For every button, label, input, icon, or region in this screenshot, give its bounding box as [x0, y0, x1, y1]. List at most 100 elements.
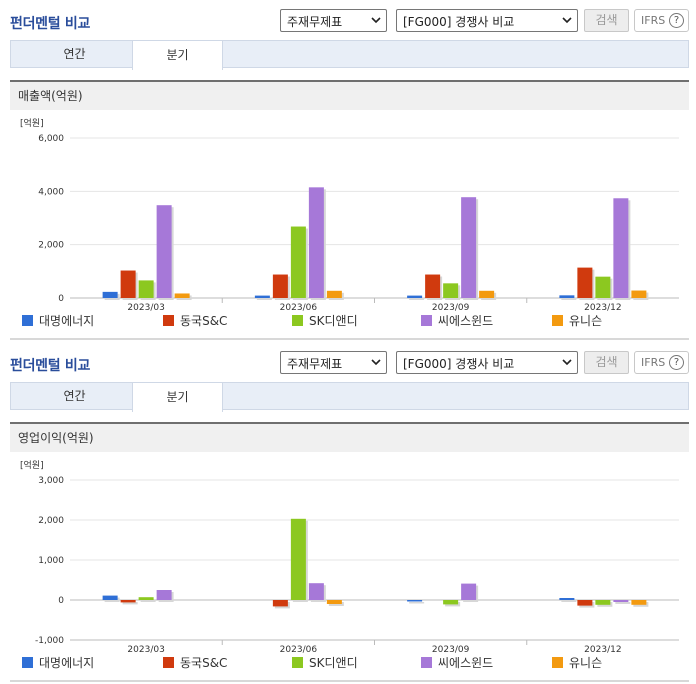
bar-씨에스윈드[interactable] [613, 600, 629, 602]
x-tick-label: 2023/12 [584, 645, 621, 654]
tab-annual[interactable]: 연간 [63, 47, 86, 61]
bar-씨에스윈드[interactable] [461, 583, 477, 600]
bar-씨에스윈드[interactable] [156, 205, 172, 298]
bar-유니슨[interactable] [174, 293, 190, 298]
bar-동국S&C[interactable] [120, 600, 136, 603]
legend-item[interactable]: 대명에너지 [22, 654, 94, 671]
y-unit-label: [억원] [20, 117, 44, 129]
peer-group-select[interactable]: [FG000] 경쟁사 비교 [396, 351, 578, 374]
legend-swatch [421, 657, 432, 668]
tab-annual[interactable]: 연간 [63, 389, 86, 403]
legend-label: SK디앤디 [309, 314, 358, 328]
ifrs-label: IFRS [641, 356, 666, 369]
legend-label: 대명에너지 [39, 656, 95, 670]
legend-item[interactable]: 유니슨 [552, 312, 602, 329]
bar-SK디앤디[interactable] [138, 280, 154, 298]
x-tick-label: 2023/03 [127, 645, 164, 654]
bar-씨에스윈드[interactable] [156, 590, 172, 600]
ifrs-help-button[interactable]: IFRS ? [634, 9, 689, 32]
bar-동국S&C[interactable] [577, 267, 593, 298]
bar-SK디앤디[interactable] [138, 597, 154, 600]
bar-동국S&C[interactable] [120, 270, 136, 298]
legend-swatch [421, 315, 432, 326]
chevron-down-icon [562, 17, 572, 24]
y-tick-label: 4,000 [38, 187, 64, 197]
chevron-down-icon [371, 359, 381, 366]
x-tick-label: 2023/09 [432, 303, 470, 312]
bar-동국S&C[interactable] [577, 600, 593, 606]
bar-동국S&C[interactable] [425, 274, 441, 298]
bar-대명에너지[interactable] [559, 598, 575, 600]
peer-group-select[interactable]: [FG000] 경쟁사 비교 [396, 9, 578, 32]
legend-swatch [552, 315, 563, 326]
bar-대명에너지[interactable] [559, 295, 575, 298]
legend-label: 대명에너지 [39, 314, 95, 328]
bar-씨에스윈드[interactable] [308, 583, 324, 600]
bar-SK디앤디[interactable] [290, 226, 306, 298]
legend-item[interactable]: SK디앤디 [292, 654, 358, 671]
chart-svg: [억원] -1,000 0 1,000 2,000 3,000 2023/03 2023/06… [20, 459, 679, 654]
legend-swatch [552, 657, 563, 668]
chart-svg: [억원] 0 2,000 4,000 6,000 2023/03 2023/06 2023/0… [20, 117, 679, 312]
legend-label: 동국S&C [180, 656, 228, 670]
legend-label: 유니슨 [569, 314, 603, 328]
legend-swatch [163, 657, 174, 668]
section-title: 펀더멘털 비교 [10, 16, 91, 32]
ifrs-help-button[interactable]: IFRS ? [634, 351, 689, 374]
bar-씨에스윈드[interactable] [613, 198, 629, 298]
bar-대명에너지[interactable] [102, 595, 118, 600]
legend-item[interactable]: 동국S&C [163, 654, 227, 671]
statement-type-select[interactable]: 주재무제표 [280, 9, 387, 32]
statement-type-select[interactable]: 주재무제표 [280, 351, 387, 374]
bar-유니슨[interactable] [326, 290, 342, 298]
legend-item[interactable]: 유니슨 [552, 654, 602, 671]
y-tick-label: 6,000 [38, 134, 64, 144]
legend-item[interactable]: 동국S&C [163, 312, 227, 329]
chart-panel-title: 매출액(억원) [10, 80, 689, 110]
bar-SK디앤디[interactable] [443, 600, 459, 605]
legend-item[interactable]: 대명에너지 [22, 312, 94, 329]
search-button[interactable]: 검색 [584, 9, 629, 32]
bar-동국S&C[interactable] [272, 600, 288, 607]
legend-label: 동국S&C [180, 314, 228, 328]
statement-type-select-value: 주재무제표 [287, 357, 343, 371]
bar-유니슨[interactable] [326, 600, 342, 604]
operating-profit-bar-chart: [억원] -1,000 0 1,000 2,000 3,000 2023/03 2023/06… [10, 454, 689, 680]
divider [10, 680, 689, 682]
bar-유니슨[interactable] [631, 600, 647, 605]
y-tick-label: 2,000 [38, 516, 64, 526]
peer-group-select-value: [FG000] 경쟁사 비교 [403, 357, 515, 371]
legend-item[interactable]: SK디앤디 [292, 312, 358, 329]
bar-씨에스윈드[interactable] [461, 197, 477, 298]
tab-quarterly[interactable]: 분기 [132, 40, 223, 70]
fundamental-compare-section-revenue: 펀더멘털 비교 주재무제표 [FG000] 경쟁사 비교 검색 IFRS ? 연… [10, 9, 689, 340]
bar-SK디앤디[interactable] [595, 276, 611, 298]
bar-대명에너지[interactable] [254, 295, 270, 298]
chevron-down-icon [562, 359, 572, 366]
legend-item[interactable]: 씨에스윈드 [421, 654, 493, 671]
x-tick-label: 2023/09 [432, 645, 470, 654]
x-tick-label: 2023/06 [280, 303, 318, 312]
fundamental-compare-section-operating-profit: 펀더멘털 비교 주재무제표 [FG000] 경쟁사 비교 검색 IFRS ? 연… [0, 342, 696, 684]
y-tick-label: 2,000 [38, 241, 64, 251]
bar-유니슨[interactable] [631, 290, 647, 298]
bar-동국S&C[interactable] [272, 274, 288, 298]
bar-대명에너지[interactable] [102, 291, 118, 298]
bar-SK디앤디[interactable] [443, 283, 459, 298]
bar-대명에너지[interactable] [407, 295, 423, 298]
bar-씨에스윈드[interactable] [308, 187, 324, 298]
bar-SK디앤디[interactable] [595, 600, 611, 605]
search-button[interactable]: 검색 [584, 351, 629, 374]
y-tick-label: 3,000 [38, 476, 64, 486]
divider [10, 338, 689, 340]
period-tabs: 연간 분기 [10, 40, 689, 70]
bar-shadow [256, 297, 272, 300]
chart-legend: 대명에너지 동국S&C SK디앤디 씨에스윈드 유니슨 [22, 654, 682, 670]
tab-quarterly[interactable]: 분기 [132, 382, 223, 412]
bar-shadow [140, 599, 156, 602]
bar-유니슨[interactable] [479, 290, 495, 298]
legend-label: 유니슨 [569, 656, 603, 670]
bar-대명에너지[interactable] [407, 600, 423, 602]
legend-item[interactable]: 씨에스윈드 [421, 312, 493, 329]
bar-SK디앤디[interactable] [290, 518, 306, 600]
